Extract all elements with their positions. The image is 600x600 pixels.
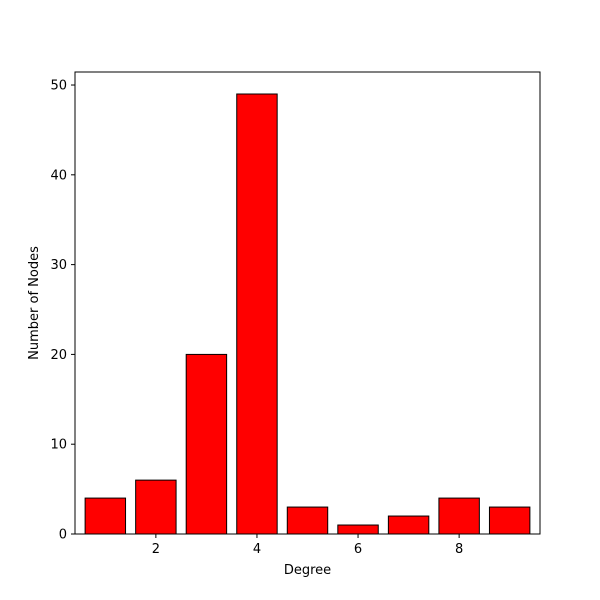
y-axis-ticks: 0 10 20 30 40 50 [50,79,75,543]
bar-degree-4 [236,93,278,535]
y-tick-label: 20 [50,348,67,363]
y-axis-label: Number of Nodes [27,246,42,360]
y-tick-label: 10 [50,438,67,453]
bar-degree-7 [387,515,430,535]
bar-degree-5 [286,506,329,535]
x-tick-label: 6 [354,542,362,557]
x-axis-label: Degree [284,563,331,578]
x-axis-ticks: 2 4 6 8 [152,534,463,557]
bar-degree-9 [488,506,531,535]
y-tick-label: 0 [59,528,67,543]
bar-degree-3 [185,353,228,535]
bar-degree-1 [84,497,127,535]
y-tick-label: 50 [50,79,67,94]
y-tick-label: 40 [50,168,67,183]
x-tick-label: 4 [253,542,261,557]
bars [84,93,531,535]
bar-degree-8 [438,497,480,535]
x-tick-label: 2 [152,542,160,557]
bar-degree-6 [337,524,379,535]
x-tick-label: 8 [455,542,463,557]
plot-area-frame [74,71,541,535]
y-tick-label: 30 [50,258,67,273]
bar-degree-2 [135,479,177,535]
